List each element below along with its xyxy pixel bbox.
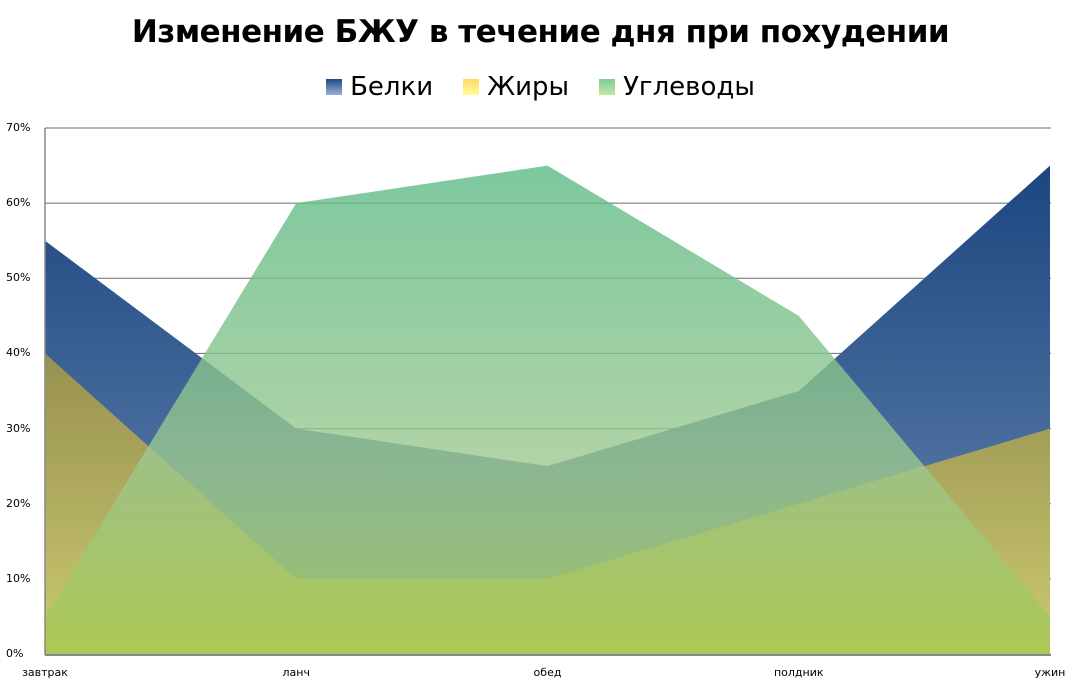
area-carbs <box>45 165 1050 655</box>
y-tick-label: 50% <box>6 271 31 285</box>
chart-title: Изменение БЖУ в течение дня при похудени… <box>131 14 950 50</box>
legend-swatch-proteins <box>326 79 343 95</box>
legend-label: Углеводы <box>623 72 755 102</box>
x-tick-label: обед <box>533 666 562 679</box>
legend-item-proteins[interactable]: Белки <box>326 72 433 102</box>
legend-item-fats[interactable]: Жиры <box>463 72 569 102</box>
y-tick-label: 70% <box>6 121 31 134</box>
y-tick-label: 30% <box>6 421 31 435</box>
y-tick-label: 40% <box>6 346 31 360</box>
series-areas <box>45 165 1050 655</box>
legend-item-carbs[interactable]: Углеводы <box>599 72 755 102</box>
x-tick-label: полдник <box>773 666 824 679</box>
x-tick-label: завтрак <box>22 666 68 679</box>
chart-legend: Белки Жиры Углеводы <box>0 72 1081 102</box>
legend-swatch-carbs <box>599 79 616 95</box>
legend-label: Жиры <box>487 72 570 102</box>
x-tick-label: ужин <box>1034 666 1066 679</box>
y-tick-label: 60% <box>6 196 31 210</box>
legend-label: Белки <box>350 72 434 102</box>
y-tick-label: 10% <box>6 571 31 585</box>
y-tick-label: 20% <box>6 496 31 510</box>
x-tick-label: ланч <box>282 666 310 679</box>
y-tick-label: 0% <box>6 647 24 660</box>
legend-swatch-fats <box>463 79 480 95</box>
